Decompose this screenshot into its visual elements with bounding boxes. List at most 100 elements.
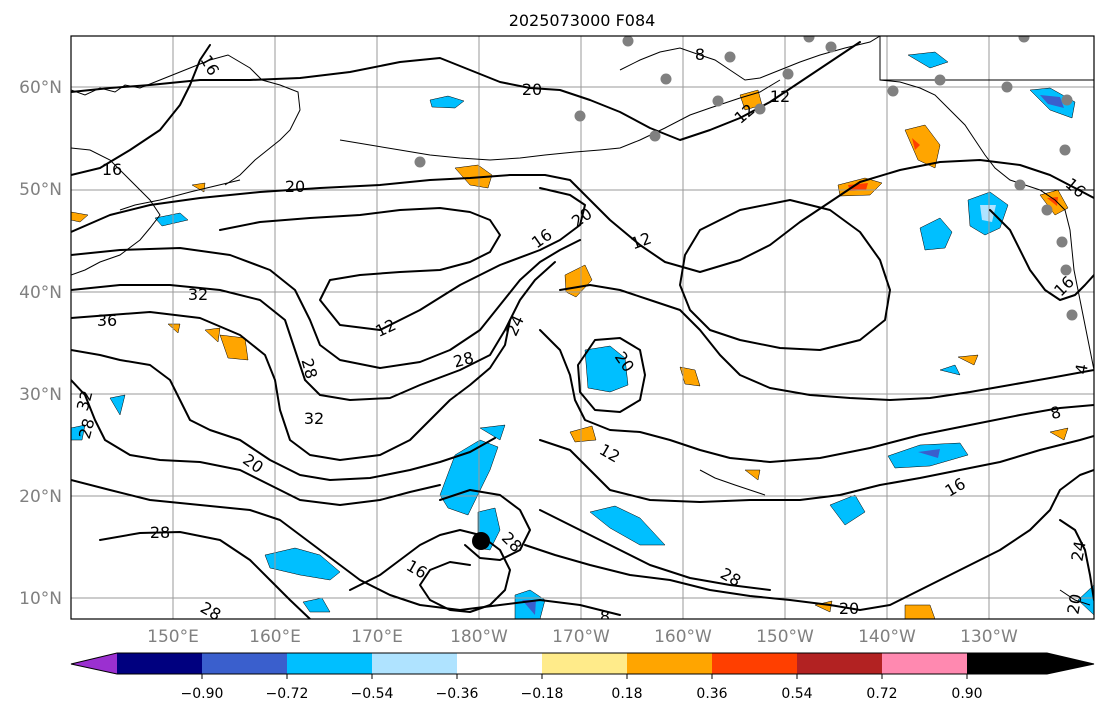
anomaly-patch: [848, 183, 868, 191]
contour-28-sw: [99, 531, 311, 619]
station-dot: [1018, 36, 1030, 43]
lat-label: 20°N: [19, 487, 62, 507]
anomaly-patch: [1040, 95, 1064, 108]
hawaiian-islands: [699, 469, 766, 496]
contour-16-mid: [71, 159, 1094, 273]
contour-32: [71, 261, 556, 401]
aleutian-chain: [339, 79, 781, 161]
contour-lines: [71, 41, 1094, 619]
lat-label: 30°N: [19, 385, 62, 405]
lon-label: 180°W: [450, 627, 508, 647]
contour-12-closed: [679, 199, 891, 351]
longitude-labels: 150°E 160°E 170°E 180°W 170°W 160°W 150°…: [147, 627, 1018, 647]
contour-label: 28: [197, 598, 224, 625]
contour-label: 28: [150, 523, 170, 542]
contour-label: 32: [304, 409, 324, 428]
anomaly-patch: [904, 604, 936, 619]
colorbar-segment: [71, 653, 117, 674]
contour-20-loop: [219, 187, 586, 331]
anomaly-patch: [744, 469, 761, 481]
contour-16-southeast: [539, 435, 1094, 503]
lat-label: 40°N: [19, 283, 62, 303]
contour-28-typhoon: [439, 489, 531, 561]
latitude-labels: 60°N 50°N 40°N 30°N 20°N 10°N: [19, 78, 62, 609]
contour-24-southeast: [539, 509, 771, 591]
lat-label: 60°N: [19, 78, 62, 98]
station-dot: [724, 51, 736, 63]
lon-label: 160°W: [654, 627, 712, 647]
contour-label: 36: [97, 311, 117, 330]
map-gridlines: [71, 36, 1094, 619]
colorbar-tick-label: −0.72: [266, 686, 309, 702]
anomaly-patch: [1077, 584, 1094, 616]
anomaly-patch: [71, 211, 89, 223]
contour-label: 8: [695, 45, 705, 64]
anomaly-patch: [569, 425, 597, 443]
station-dot: [414, 156, 426, 168]
colorbar-outline: [70, 652, 1095, 675]
anomaly-patch: [522, 600, 536, 615]
lon-label: 170°E: [351, 627, 403, 647]
station-dot: [803, 36, 815, 43]
contour-label: 28: [75, 416, 99, 441]
anomaly-patch: [912, 138, 920, 150]
colorbar-tick-label: 0.54: [781, 686, 812, 702]
anomaly-patch: [154, 212, 189, 227]
contour-label: 24: [1067, 539, 1089, 562]
lon-label: 150°W: [756, 627, 814, 647]
colorbar-tick-label: 0.18: [611, 686, 642, 702]
contour-label: 16: [102, 160, 122, 179]
station-dot: [782, 68, 794, 80]
colorbar-segment: [372, 653, 457, 674]
contour-16-west: [71, 44, 211, 176]
lon-label: 170°W: [552, 627, 610, 647]
anomaly-patch: [204, 327, 221, 343]
anomaly-patch: [429, 95, 465, 109]
contour-label: 32: [188, 285, 208, 304]
anomaly-patch: [479, 424, 506, 441]
contour-28-upper: [71, 239, 581, 369]
contour-label: 20: [839, 599, 859, 618]
contour-label: 8: [1048, 402, 1063, 423]
contour-label: 28: [298, 356, 322, 381]
station-dot: [887, 85, 899, 97]
colorbar: −0.90 −0.72 −0.54 −0.36 −0.18 0.18 0.36 …: [70, 652, 1095, 702]
alaska-coast: [619, 36, 881, 81]
lon-label: 160°E: [249, 627, 301, 647]
colorbar-tick-label: −0.18: [521, 686, 564, 702]
asia-coast: [71, 147, 161, 276]
station-dot: [1060, 264, 1072, 276]
station-markers: [414, 36, 1078, 321]
station-dot: [712, 95, 724, 107]
anomaly-patch: [980, 205, 996, 222]
colorbar-segment: [202, 653, 287, 674]
anomaly-patch: [829, 494, 866, 526]
contour-12-east: [559, 284, 1094, 401]
contour-label: 20: [522, 80, 542, 99]
station-dot: [1056, 236, 1068, 248]
contour-label: 12: [770, 87, 790, 106]
contour-28-south: [71, 479, 621, 616]
station-dot: [934, 74, 946, 86]
colorbar-segment: [457, 653, 542, 674]
lon-label: 150°E: [147, 627, 199, 647]
lon-label: 140°W: [858, 627, 916, 647]
colorbar-ticks: [201, 674, 968, 679]
anomaly-patch: [454, 164, 493, 189]
colorbar-tick-label: 0.90: [951, 686, 982, 702]
anomaly-patch: [904, 124, 941, 169]
contour-label: 8: [600, 607, 610, 626]
anomaly-patch: [887, 442, 969, 469]
lat-label: 10°N: [19, 589, 62, 609]
colorbar-tick-label: −0.36: [436, 686, 479, 702]
anomaly-patch: [918, 449, 940, 458]
contour-36: [71, 311, 511, 461]
anomaly-patch: [919, 217, 953, 251]
station-dot: [660, 73, 672, 85]
lon-label: 130°W: [960, 627, 1018, 647]
colorbar-segment: [712, 653, 797, 674]
contour-20-north: [71, 41, 861, 141]
contour-label: 20: [285, 177, 305, 196]
station-dot: [649, 130, 661, 142]
station-dot: [1041, 204, 1053, 216]
